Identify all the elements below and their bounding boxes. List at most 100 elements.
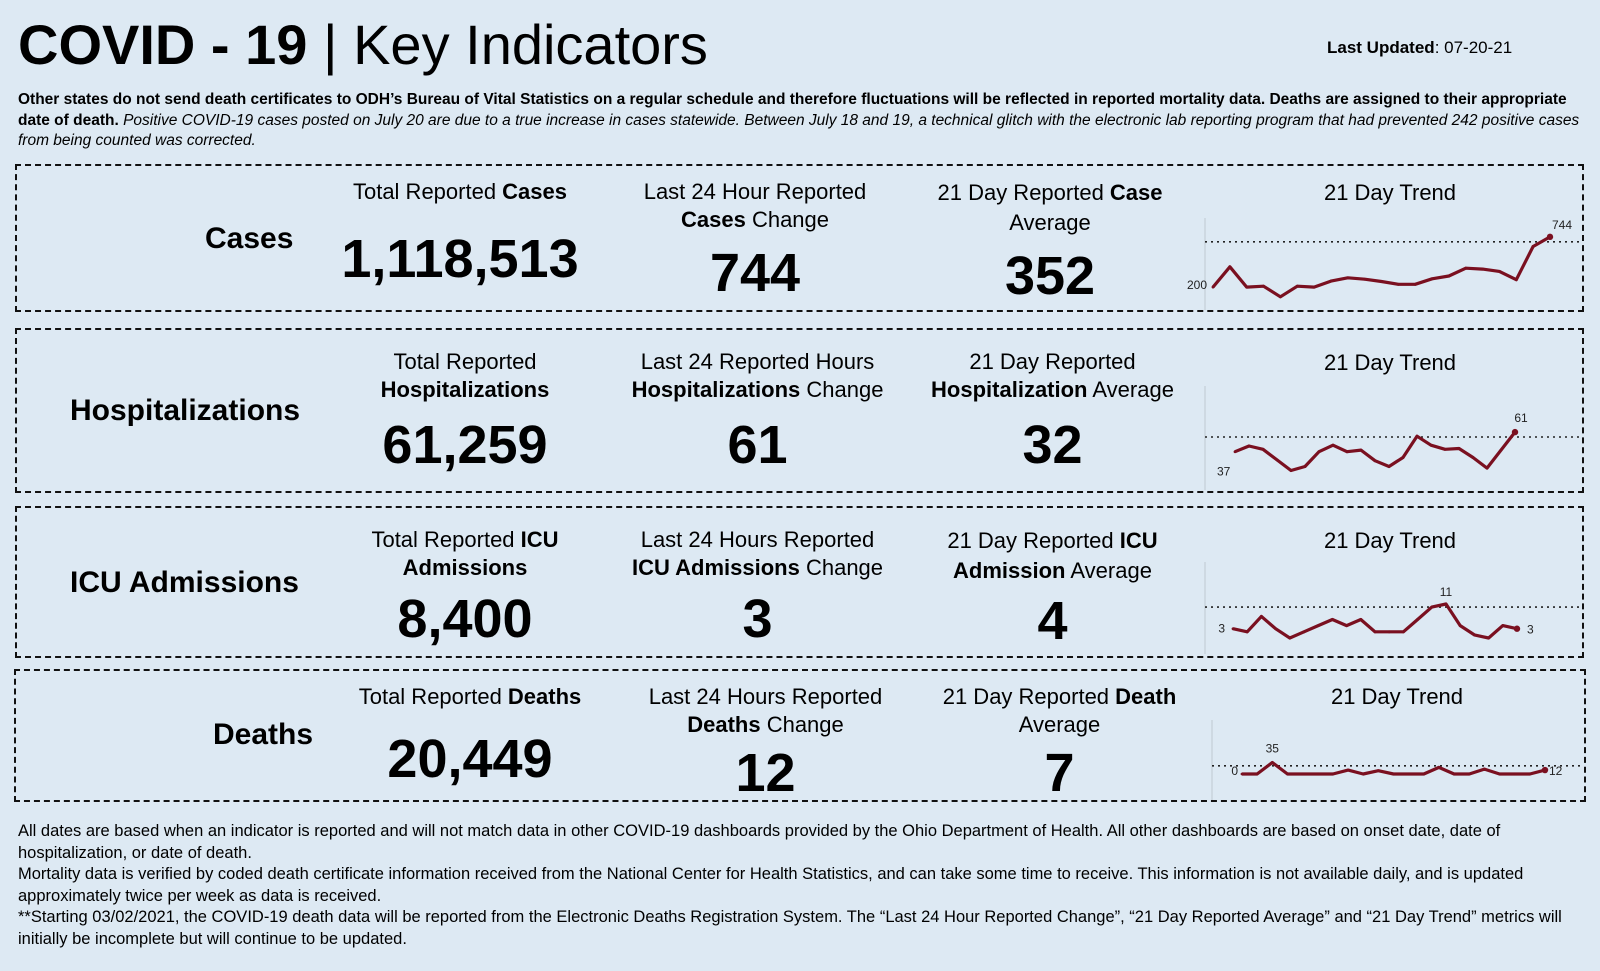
trend-point	[1471, 456, 1475, 459]
icu-change-heading-c: Change	[799, 555, 884, 580]
page-title: COVID - 19 | Key Indicators	[18, 12, 708, 78]
trend-point	[1275, 458, 1279, 462]
deaths-avg-heading-a: 21 Day Reported	[942, 684, 1116, 709]
trend-point	[1261, 447, 1265, 451]
notice-italic: Positive COVID-19 cases posted on July 2…	[18, 111, 1580, 150]
last-updated-label: Last Updated	[1327, 38, 1435, 57]
icu-total-heading-c: Admissions	[402, 555, 528, 580]
notice-bold: Other states do not send death certifica…	[18, 91, 1567, 129]
deaths-total-heading: Total Reported Deaths	[325, 683, 615, 711]
trend-point	[1361, 772, 1365, 776]
hospitalizations-avg-heading-a: 21 Day Reported	[969, 349, 1136, 374]
trend-point	[1345, 624, 1348, 628]
hospitalizations-change-heading-b: Hospitalizations	[631, 377, 801, 402]
trend-point	[1514, 278, 1518, 282]
cases-avg-heading: 21 Day Reported Case Average	[905, 178, 1195, 238]
trend-point	[1373, 630, 1377, 634]
cases-change-heading-a: Last 24 Hour Reported	[643, 179, 867, 204]
icu-avg-value: 4	[1037, 591, 1068, 651]
hospitalizations-change-heading: Last 24 Reported Hours Hospitalizations C…	[610, 348, 905, 404]
trend-point	[1415, 434, 1419, 438]
icu-panel	[15, 506, 1584, 658]
title-separator: |	[307, 13, 354, 76]
icu-change-value: 3	[742, 589, 773, 649]
trend-point	[1531, 245, 1535, 248]
trend-point	[1392, 772, 1395, 776]
icu-avg-heading-a: 21 Day Reported	[947, 528, 1120, 553]
cases-label: Cases	[205, 222, 294, 255]
trend-point	[1303, 465, 1307, 468]
trend-end-label: 3	[1527, 623, 1534, 637]
trend-point	[1286, 772, 1289, 776]
icu-trend-chart: 3 11 3	[1204, 562, 1580, 654]
deaths-change-heading-a: Last 24 Hours Reported	[648, 684, 883, 709]
cases-total-heading-a: Total Reported	[352, 179, 503, 204]
trend-point	[1430, 605, 1434, 609]
trend-point	[1289, 469, 1293, 472]
trend-point	[1499, 448, 1503, 452]
hospitalizations-total-heading: Total Reported Hospitalizations	[320, 348, 610, 404]
deaths-change-heading-b: Deaths	[687, 712, 761, 737]
trend-point	[1447, 274, 1451, 278]
cases-change-value: 744	[709, 243, 801, 303]
trend-end-marker	[1511, 428, 1519, 436]
deaths-avg-heading: 21 Day Reported Death Average	[912, 683, 1207, 739]
trend-end-marker	[1546, 233, 1554, 241]
icu-trend-title: 21 Day Trend	[1323, 528, 1457, 553]
trend-point	[1416, 618, 1419, 621]
trend-point	[1346, 768, 1350, 772]
trend-series-line	[1242, 760, 1546, 776]
trend-point	[1387, 465, 1391, 468]
hospitalizations-trend-chart: 37 61	[1204, 386, 1580, 490]
icu-total-heading-b: ICU	[520, 527, 559, 552]
trend-point	[1413, 282, 1417, 286]
cases-panel	[15, 164, 1584, 312]
icu-avg-heading: 21 Day Reported ICU Admission Average	[905, 526, 1200, 586]
deaths-label: Deaths	[213, 718, 314, 751]
deaths-trend-chart: 0 35 12	[1211, 720, 1582, 800]
hospitalizations-avg-heading-b: Hospitalization	[931, 377, 1088, 402]
deaths-change-heading: Last 24 Hours Reported Deaths Change	[618, 683, 913, 739]
trend-point	[1274, 627, 1277, 631]
footer-note-edrs: **Starting 03/02/2021, the COVID-19 deat…	[18, 908, 1562, 948]
trend-point	[1430, 277, 1434, 281]
trend-point	[1316, 624, 1320, 628]
cases-change-heading: Last 24 Hour Reported Cases Change	[610, 178, 900, 234]
icu-avg-heading-d: Average	[1065, 558, 1152, 583]
trend-point	[1387, 630, 1391, 634]
trend-point	[1295, 284, 1299, 288]
icu-avg-heading-c: Admission	[953, 558, 1066, 583]
deaths-change-value: 12	[735, 743, 796, 803]
trend-point	[1513, 772, 1517, 776]
trend-start-label: 3	[1218, 622, 1225, 636]
icu-change-heading: Last 24 Hours Reported ICU Admissions Cha…	[610, 526, 905, 582]
trend-end-label: 744	[1552, 218, 1572, 232]
last-updated-value: : 07-20-21	[1434, 38, 1513, 57]
trend-end-label: 61	[1514, 411, 1528, 425]
trend-series-line	[1234, 431, 1517, 473]
notice-text: Other states do not send death certifica…	[18, 90, 1583, 152]
deaths-trend-title: 21 Day Trend	[1330, 684, 1464, 709]
trend-point	[1255, 772, 1259, 776]
trend-point	[1345, 450, 1349, 454]
deaths-change-heading-c: Change	[760, 712, 844, 737]
icu-total-heading-a: Total Reported	[371, 527, 521, 552]
trend-point	[1396, 282, 1400, 286]
deaths-avg-value: 7	[1044, 743, 1075, 803]
hospitalizations-avg-heading-c: Average	[1087, 377, 1174, 402]
cases-total-heading: Total Reported Cases	[315, 178, 605, 206]
trend-point	[1245, 285, 1249, 289]
trend-point	[1331, 618, 1334, 621]
trend-point	[1467, 772, 1471, 776]
trend-start-label: 37	[1217, 465, 1231, 479]
hospitalizations-trend-title: 21 Day Trend	[1323, 350, 1457, 375]
trend-point	[1473, 633, 1476, 637]
trend-point	[1422, 772, 1426, 776]
cases-total-value: 1,118,513	[341, 229, 579, 289]
trend-point	[1346, 276, 1350, 280]
trend-start-label: 0	[1231, 764, 1238, 778]
icu-change-heading-b: ICU Admissions	[631, 555, 800, 580]
trend-point	[1528, 772, 1532, 776]
footer-note-dates: All dates are based when an indicator is…	[18, 822, 1501, 862]
cases-change-heading-c: Change	[745, 207, 830, 232]
